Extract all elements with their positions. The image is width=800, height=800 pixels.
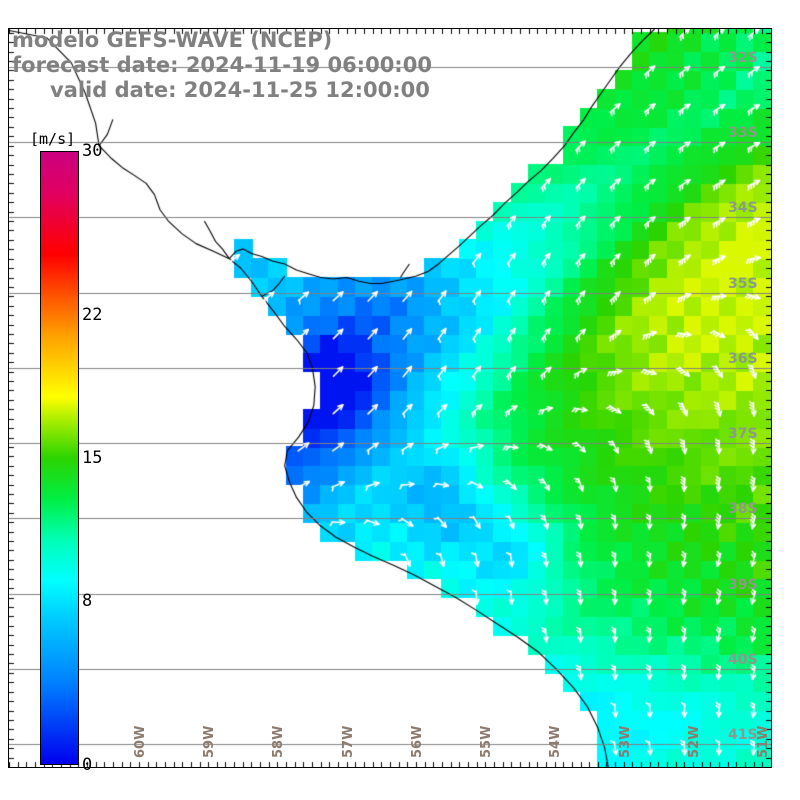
colorbar[interactable] [40, 151, 79, 765]
colorbar-units-label: [m/s] [30, 130, 76, 148]
lon-label-58W: 58W [271, 725, 287, 758]
lat-label-34S: 34S [728, 200, 758, 217]
colorbar-gradient [40, 151, 79, 765]
lon-label-57W: 57W [340, 725, 356, 758]
lat-label-37S: 37S [728, 426, 758, 443]
lat-label-35S: 35S [728, 275, 758, 292]
colorbar-tick-22: 22 [82, 304, 103, 325]
colorbar-tick-0: 0 [82, 755, 93, 775]
colorbar-tick-8: 8 [82, 591, 93, 612]
lat-label-32S: 32S [728, 49, 758, 66]
lat-label-39S: 39S [728, 576, 758, 593]
lat-label-38S: 38S [728, 501, 758, 518]
lon-label-55W: 55W [479, 725, 495, 758]
lon-label-56W: 56W [409, 725, 425, 758]
lat-label-41S: 41S [728, 727, 758, 744]
lon-label-59W: 59W [202, 725, 218, 758]
lat-label-36S: 36S [728, 350, 758, 367]
map-plot-area[interactable] [8, 28, 772, 768]
colorbar-tick-30: 30 [82, 141, 103, 161]
lat-label-40S: 40S [728, 652, 758, 669]
lon-label-52W: 52W [687, 725, 703, 758]
lon-label-53W: 53W [617, 725, 633, 758]
lon-label-60W: 60W [132, 725, 148, 758]
axis-ticks [9, 29, 771, 767]
lon-label-51W: 51W [756, 725, 772, 758]
colorbar-tick-15: 15 [82, 448, 103, 468]
lat-label-33S: 33S [728, 124, 758, 141]
lon-label-54W: 54W [548, 725, 564, 758]
